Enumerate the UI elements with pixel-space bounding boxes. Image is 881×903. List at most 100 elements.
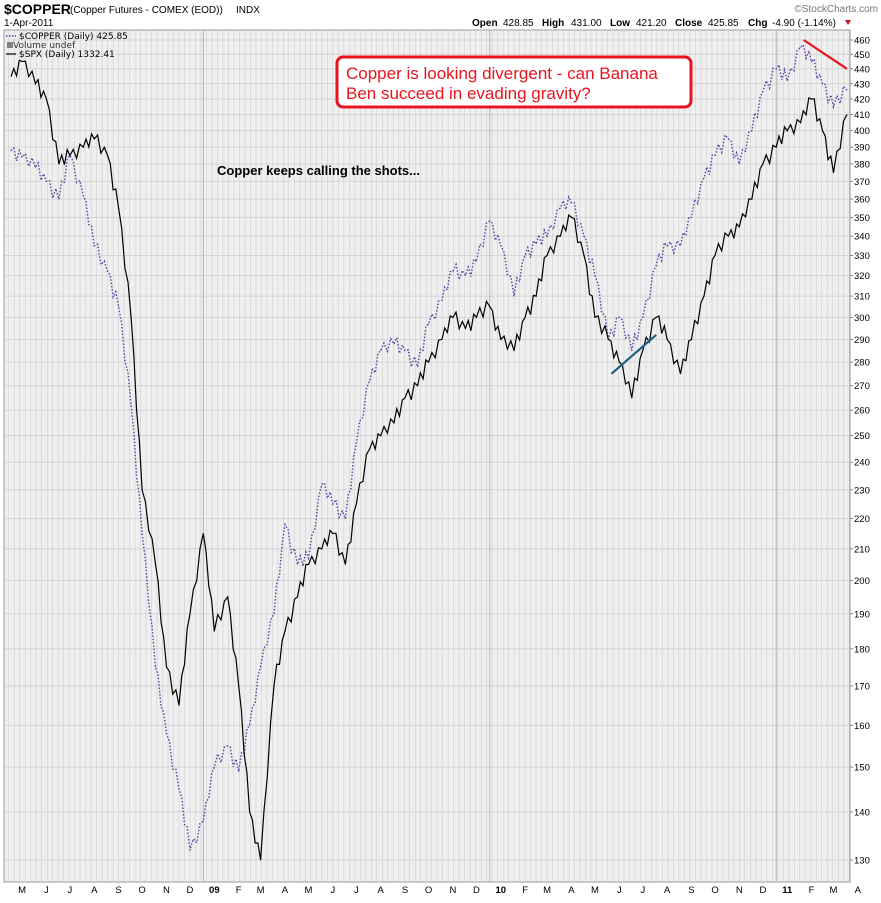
copper-point (703, 177, 705, 179)
open-value: 428.85 (503, 18, 534, 29)
spx-point (165, 666, 168, 668)
y-tick-label: 370 (854, 177, 870, 188)
copper-point (118, 306, 120, 308)
spx-point (762, 163, 764, 165)
x-tick-label: M (257, 885, 265, 896)
down-arrow-icon (845, 20, 851, 25)
copper-point (202, 820, 204, 822)
spx-point (238, 685, 240, 687)
low-label: Low (610, 18, 630, 29)
copper-point (666, 245, 668, 247)
copper-point (775, 68, 777, 70)
plot-area (3, 29, 851, 883)
x-axis: M J J A S O N D 09 F M A M J J A S O N D 10 F M A M J J A S O N D 11 F M A (18, 885, 862, 896)
y-tick-label: 410 (854, 110, 870, 121)
copper-point (513, 295, 515, 297)
chg-label: Chg (748, 18, 767, 29)
y-tick-label: 240 (854, 458, 870, 469)
high-value: 431.00 (571, 18, 602, 29)
spx-point (296, 596, 299, 598)
spx-point (524, 316, 526, 318)
spx-point (393, 422, 395, 424)
spx-point (786, 130, 788, 132)
spx-point (321, 548, 323, 550)
x-tick-label: A (91, 885, 98, 896)
spx-point (821, 130, 824, 132)
watermark: ©StockCharts.com (794, 4, 878, 15)
callout-line-1: Copper is looking divergent - can Banana (346, 64, 658, 83)
copper-point (189, 849, 191, 851)
y-tick-label: 380 (854, 159, 870, 170)
spx-point (417, 385, 419, 387)
spx-point (213, 630, 215, 632)
spx-point (559, 235, 562, 237)
x-tick-label: O (425, 885, 432, 896)
x-tick-label: F (522, 885, 528, 896)
copper-point (404, 350, 406, 352)
x-tick-label: S (402, 885, 408, 896)
spx-point (775, 146, 777, 148)
spx-point (284, 630, 286, 632)
copper-point (260, 666, 262, 668)
copper-point (369, 380, 371, 382)
copper-point (380, 350, 382, 352)
spx-point (631, 397, 633, 399)
y-tick-label: 250 (854, 431, 870, 442)
y-tick-label: 450 (854, 50, 870, 61)
copper-point (786, 80, 788, 82)
copper-point (559, 207, 562, 209)
copper-point (618, 316, 620, 318)
spx-point (428, 361, 430, 363)
spx-point (464, 327, 467, 329)
x-tick-label: M (830, 885, 838, 896)
copper-point (107, 270, 109, 272)
copper-point (417, 366, 419, 368)
x-tick-label: D (187, 885, 194, 896)
copper-point (165, 732, 168, 735)
x-tick-label: A (378, 885, 385, 896)
spx-point (107, 154, 109, 157)
x-tick-label: A (282, 885, 289, 896)
x-tick-label: M (591, 885, 599, 896)
spx-point (546, 254, 548, 257)
copper-point (846, 89, 848, 91)
spx-point (380, 435, 382, 437)
x-tick-label: S (688, 885, 694, 896)
spx-point (642, 350, 644, 352)
spx-point (58, 163, 60, 165)
x-tick-label: D (759, 885, 766, 896)
copper-point (810, 60, 813, 63)
copper-point (344, 518, 346, 520)
copper-point (655, 264, 657, 266)
chart-symbol: $COPPER (4, 1, 71, 17)
y-tick-label: 260 (854, 406, 870, 417)
copper-point (489, 220, 491, 222)
spx-point (202, 532, 204, 535)
x-tick-label: J (330, 885, 335, 896)
y-tick-label: 150 (854, 763, 870, 774)
copper-point (464, 274, 467, 277)
spx-point (655, 316, 657, 318)
copper-point (738, 163, 740, 165)
copper-point (82, 194, 84, 197)
spx-point (45, 98, 48, 100)
y-tick-label: 440 (854, 64, 870, 75)
copper-point (307, 557, 310, 559)
y-tick-label: 360 (854, 195, 870, 206)
x-tick-label: 10 (495, 885, 506, 896)
low-value: 421.20 (636, 18, 667, 29)
spx-point (714, 254, 716, 257)
trendline-blue (610, 334, 657, 375)
spx-point (118, 207, 120, 209)
spx-point (489, 306, 491, 308)
copper-point (690, 216, 693, 218)
spx-point (846, 114, 848, 116)
legend-copper: $COPPER (Daily) 425.85 (19, 32, 128, 42)
spx-point (618, 361, 620, 363)
spx-point (355, 503, 357, 505)
x-tick-label: 09 (209, 885, 220, 896)
close-value: 425.85 (708, 18, 739, 29)
copper-point (227, 745, 229, 747)
x-tick-label: N (163, 885, 170, 896)
